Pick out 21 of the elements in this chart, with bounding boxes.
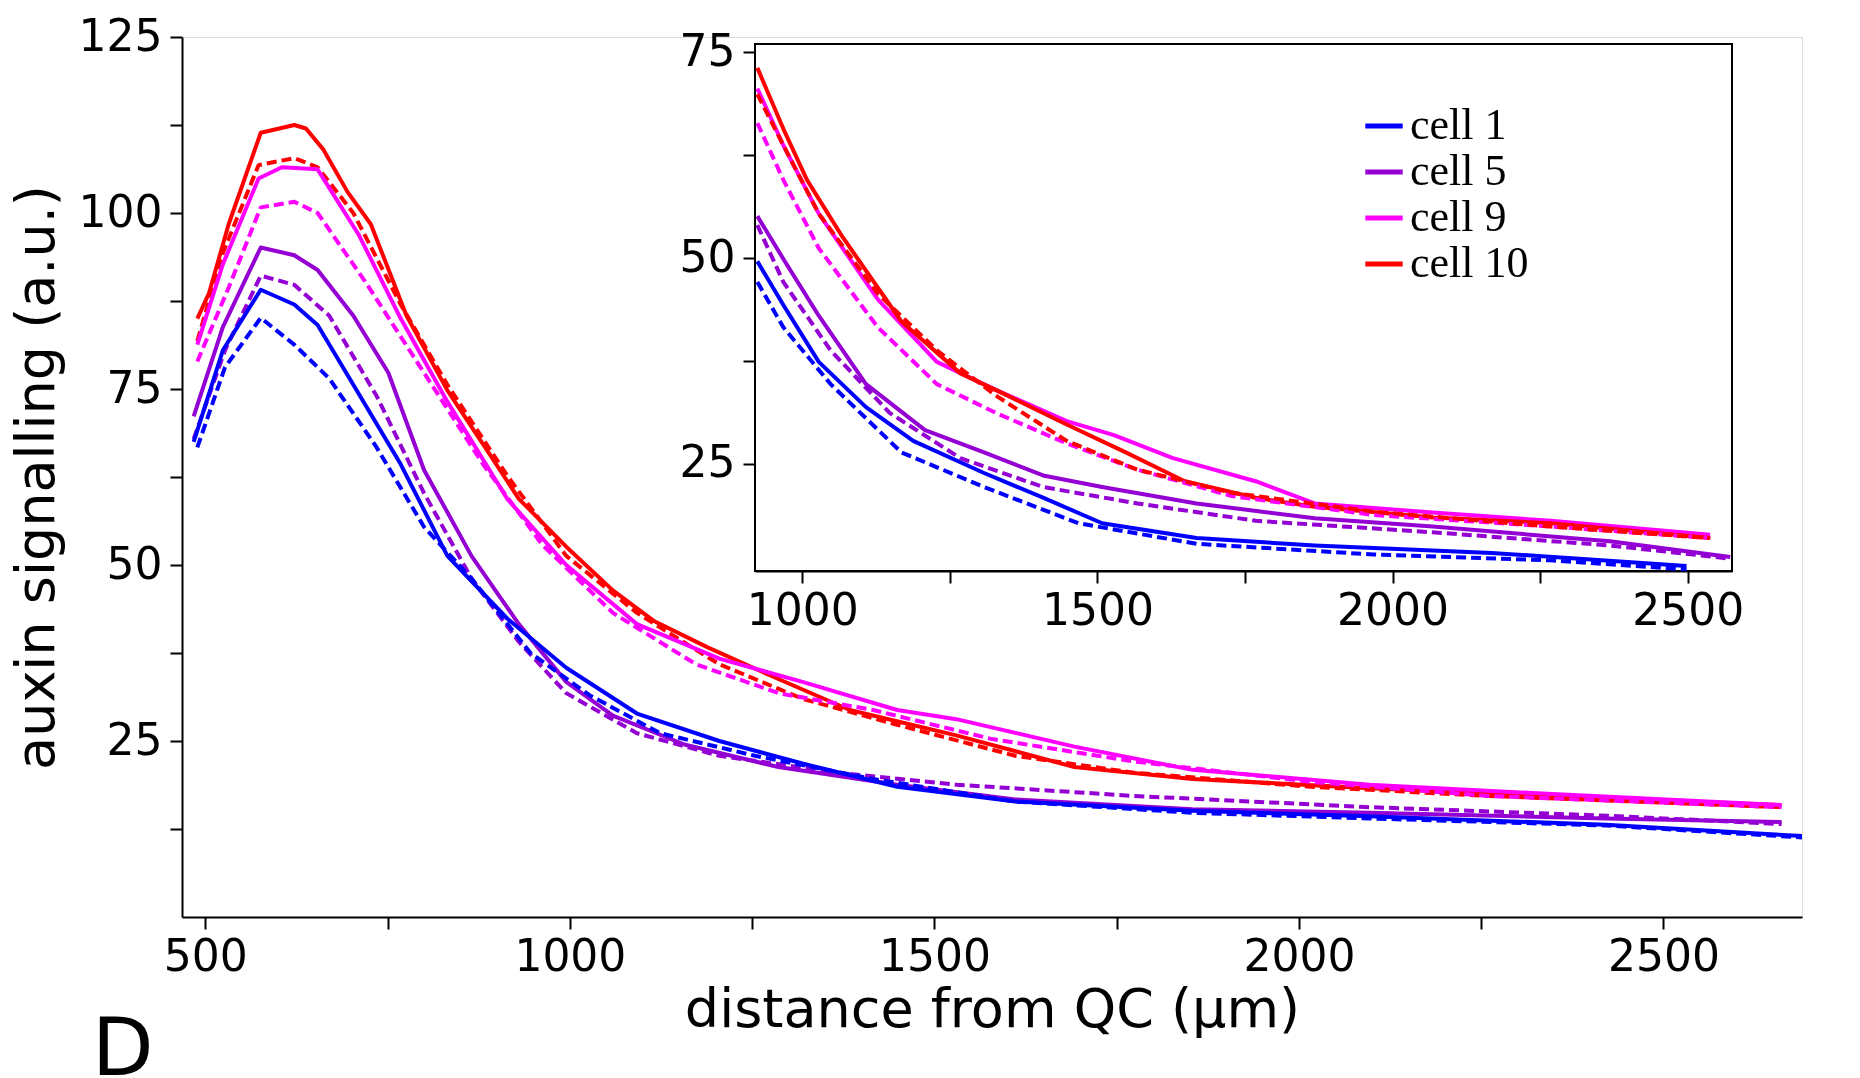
y-tick-label: 100 [78,185,163,237]
y-tick-label: 50 [679,230,736,282]
x-tick-label: 1000 [514,929,627,981]
y-tick-label: 75 [679,24,736,76]
x-tick-label: 1000 [746,583,859,635]
legend-label: cell 1 [1410,100,1507,149]
y-tick-label: 50 [106,537,163,589]
x-tick-label: 2000 [1337,583,1450,635]
y-tick-label: 25 [106,713,163,765]
legend-label: cell 10 [1410,238,1529,287]
y-tick-label: 25 [679,436,736,488]
legend-label: cell 9 [1410,192,1507,241]
y-tick-label: 75 [106,361,163,413]
text: D [92,1001,154,1078]
x-tick-label: 2500 [1607,929,1720,981]
x-tick-label: 500 [163,929,248,981]
x-tick-label: 2500 [1632,583,1745,635]
legend-label: cell 5 [1410,146,1507,195]
y-axis-title: auxin signalling (a.u.) [3,185,67,770]
x-tick-label: 1500 [1041,583,1154,635]
y-tick-label: 125 [78,9,163,61]
